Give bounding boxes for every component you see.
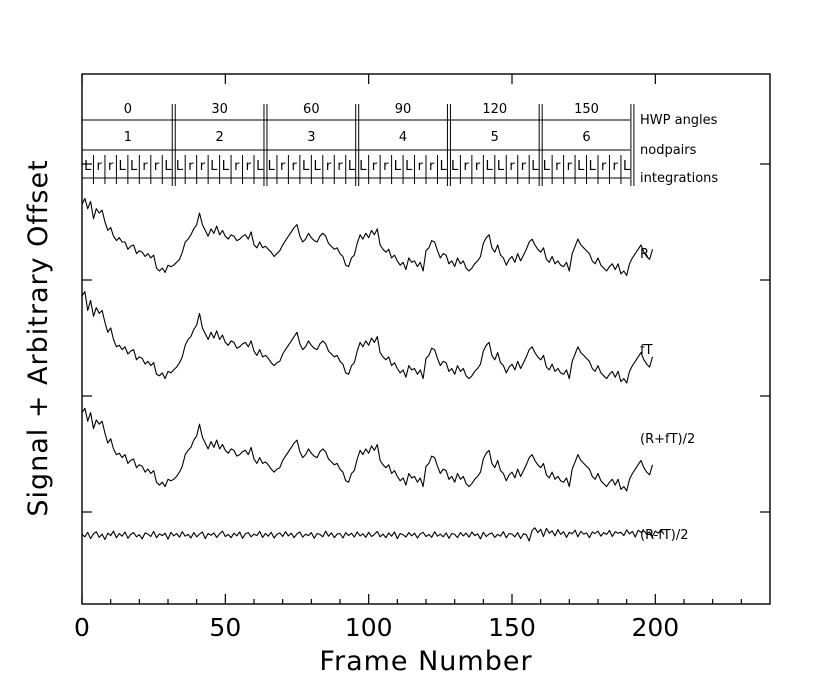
nodpair-value: 3	[307, 130, 315, 145]
integration-label: r	[429, 159, 435, 174]
integration-label: r	[142, 159, 148, 174]
integration-label: r	[246, 159, 252, 174]
integration-label: r	[613, 159, 619, 174]
integration-label: r	[521, 159, 527, 174]
hwp-angles-label: HWP angles	[640, 113, 718, 128]
series-label: fT	[640, 343, 653, 358]
integration-label: r	[418, 159, 424, 174]
series-label: R	[640, 247, 649, 262]
integration-label: r	[326, 159, 332, 174]
integration-label: L	[176, 159, 184, 174]
integration-label: L	[440, 159, 448, 174]
integration-label: L	[256, 159, 264, 174]
nodpair-labels: 1 2 3 4 5 6	[124, 130, 591, 145]
integration-label: L	[130, 159, 138, 174]
integration-label: L	[84, 159, 92, 174]
hwp-angle-labels: 0 30 60 90 120 150	[124, 102, 599, 117]
integration-label: L	[589, 159, 597, 174]
x-tick-label: 0	[74, 613, 90, 642]
series-label: (R+fT)/2	[640, 432, 695, 447]
integration-label: r	[555, 159, 561, 174]
integration-label: L	[302, 159, 310, 174]
integration-label: r	[567, 159, 573, 174]
integration-label: L	[268, 159, 276, 174]
integration-label: r	[280, 159, 286, 174]
series-group	[81, 197, 665, 542]
y-axis-ticks	[82, 163, 770, 513]
integration-label: r	[291, 159, 297, 174]
integration-label: r	[337, 159, 343, 174]
integration-label: L	[451, 159, 459, 174]
hwp-angle-value: 0	[124, 102, 132, 117]
integration-label: L	[485, 159, 493, 174]
nodpairs-label: nodpairs	[640, 143, 697, 158]
integration-label: L	[210, 159, 218, 174]
integration-label: r	[234, 159, 240, 174]
hwp-angle-value: 120	[482, 102, 507, 117]
x-axis-title: Frame Number	[319, 646, 532, 677]
x-tick-label: 200	[631, 613, 679, 642]
integration-label: L	[348, 159, 356, 174]
series-line-0	[81, 197, 654, 276]
x-tick-label: 50	[209, 613, 241, 642]
integration-label: r	[108, 159, 114, 174]
integration-label: r	[188, 159, 194, 174]
integration-label: L	[359, 159, 367, 174]
integration-label: r	[97, 159, 103, 174]
integration-label: L	[119, 159, 127, 174]
integration-label: r	[463, 159, 469, 174]
integration-label: r	[372, 159, 378, 174]
hwp-angle-value: 150	[574, 102, 599, 117]
hwp-angle-value: 60	[303, 102, 320, 117]
integration-label: r	[475, 159, 481, 174]
integration-label: L	[577, 159, 585, 174]
nodpair-value: 2	[215, 130, 223, 145]
nodpair-value: 6	[582, 130, 590, 145]
nodpair-value: 4	[399, 130, 407, 145]
band-dividers	[171, 104, 635, 186]
nodpair-value: 1	[124, 130, 132, 145]
y-axis-title: Signal + Arbitrary Offset	[23, 159, 54, 516]
integration-label: r	[200, 159, 206, 174]
x-tick-label: 100	[345, 613, 393, 642]
integration-label: L	[222, 159, 230, 174]
integration-label: L	[313, 159, 321, 174]
integration-label: L	[623, 159, 631, 174]
integration-label: L	[405, 159, 413, 174]
integrations-label: integrations	[640, 171, 718, 186]
integration-label: L	[497, 159, 505, 174]
integration-label: L	[543, 159, 551, 174]
integration-label: r	[601, 159, 607, 174]
series-labels: RfT (R+fT)/2 (R-fT)/2	[640, 247, 695, 543]
nodpair-value: 5	[491, 130, 499, 145]
hwp-angle-value: 90	[395, 102, 412, 117]
integration-label: r	[509, 159, 515, 174]
x-tick-label: 150	[488, 613, 536, 642]
series-line-1	[81, 291, 654, 384]
integration-label: r	[154, 159, 160, 174]
series-line-3	[81, 527, 665, 542]
series-line-2	[81, 407, 654, 492]
x-axis-ticks: 0 50 100 150 200	[74, 74, 742, 642]
integration-label: L	[164, 159, 172, 174]
series-label: (R-fT)/2	[640, 528, 689, 543]
integration-label: L	[394, 159, 402, 174]
hwp-angle-value: 30	[211, 102, 228, 117]
integration-label: L	[531, 159, 539, 174]
integration-label: r	[383, 159, 389, 174]
